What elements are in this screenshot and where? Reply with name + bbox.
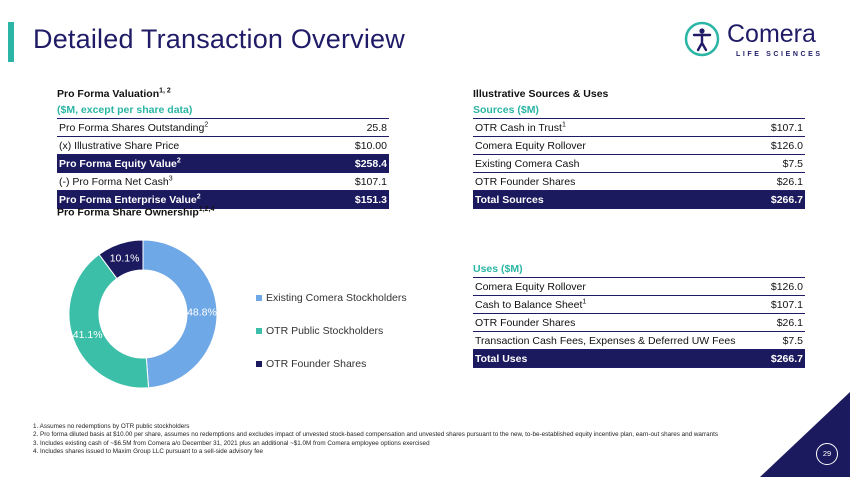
row-value: $7.5	[782, 335, 803, 347]
row-value: $26.1	[776, 176, 803, 188]
logo-wordmark: Comera	[727, 20, 816, 48]
table-row: (x) Illustrative Share Price $10.00	[57, 137, 389, 155]
uses-subtitle: Uses ($M)	[473, 261, 805, 278]
legend-label: OTR Founder Shares	[266, 357, 367, 370]
row-value: $10.00	[354, 140, 387, 152]
row-label: Total Uses	[475, 353, 528, 365]
row-label: (x) Illustrative Share Price	[59, 140, 180, 152]
row-label: (-) Pro Forma Net Cash3	[59, 175, 173, 189]
row-label: Comera Equity Rollover	[475, 140, 586, 152]
row-label: Existing Comera Cash	[475, 158, 580, 170]
page-title: Detailed Transaction Overview	[33, 24, 405, 54]
table-row: Existing Comera Cash $7.5	[473, 155, 805, 173]
logo-tagline: LIFE SCIENCES	[736, 51, 823, 58]
donut-data-label: 48.8%	[187, 306, 217, 318]
row-value: $126.0	[770, 140, 803, 152]
table-row: Comera Equity Rollover $126.0	[473, 278, 805, 296]
row-value: $107.1	[770, 299, 803, 311]
row-value: $126.0	[770, 281, 803, 293]
sources-table: Illustrative Sources & Uses Sources ($M)…	[473, 86, 805, 209]
table-row: Pro Forma Enterprise Value2 $151.3	[57, 191, 389, 209]
row-value: $107.1	[354, 176, 387, 188]
uses-table: Uses ($M) Comera Equity Rollover $126.0 Ca…	[473, 261, 805, 368]
legend-swatch	[256, 327, 262, 334]
comera-logo: Comera LIFE SCIENCES	[683, 18, 843, 64]
donut-data-label: 41.1%	[73, 329, 103, 341]
table-row: Pro Forma Shares Outstanding2 25.8	[57, 119, 389, 137]
legend-label: Existing Comera Stockholders	[266, 291, 407, 304]
donut-data-label: 10.1%	[110, 252, 140, 264]
row-label: Comera Equity Rollover	[475, 281, 586, 293]
row-value: $151.3	[354, 194, 387, 206]
table-row: OTR Founder Shares $26.1	[473, 173, 805, 191]
row-value: $266.7	[770, 194, 803, 206]
pro-forma-valuation-table: Pro Forma Valuation1, 2 ($M, except per …	[57, 86, 389, 209]
row-label: Transaction Cash Fees, Expenses & Deferr…	[475, 335, 736, 347]
ownership-title: Pro Forma Share Ownership1,2,4	[57, 206, 215, 219]
page-number: 29	[816, 443, 838, 465]
row-value: $266.7	[770, 353, 803, 365]
row-value: $26.1	[776, 317, 803, 329]
legend-label: OTR Public Stockholders	[266, 324, 384, 337]
row-label: Total Sources	[475, 194, 544, 206]
valuation-subtitle: ($M, except per share data)	[57, 102, 389, 119]
donut-slice-3	[98, 239, 144, 280]
table-row: Transaction Cash Fees, Expenses & Deferr…	[473, 332, 805, 350]
ownership-donut-chart: 48.8% 41.1% 10.1%	[68, 239, 218, 389]
title-accent-bar	[8, 22, 14, 62]
row-label: OTR Founder Shares	[475, 317, 576, 329]
row-value: $258.4	[354, 158, 387, 170]
donut-slice-2	[68, 253, 150, 389]
legend-swatch	[256, 360, 262, 367]
legend-swatch	[256, 294, 262, 301]
row-label: OTR Founder Shares	[475, 176, 576, 188]
corner-triangle	[760, 392, 850, 477]
table-row: OTR Founder Shares $26.1	[473, 314, 805, 332]
table-row: Pro Forma Equity Value2 $258.4	[57, 155, 389, 173]
legend-item: OTR Public Stockholders	[256, 314, 407, 347]
table-row: Comera Equity Rollover $126.0	[473, 137, 805, 155]
table-row: OTR Cash in Trust1 $107.1	[473, 119, 805, 137]
person-icon	[684, 21, 720, 57]
ownership-legend: Existing Comera Stockholders OTR Public S…	[256, 281, 407, 380]
row-label: Pro Forma Equity Value2	[59, 157, 181, 171]
row-value: $107.1	[770, 122, 803, 134]
sources-uses-title: Illustrative Sources & Uses	[473, 88, 609, 100]
table-row: Total Sources $266.7	[473, 191, 805, 209]
row-value: 25.8	[366, 122, 387, 134]
row-label: Pro Forma Shares Outstanding2	[59, 121, 209, 135]
sources-subtitle: Sources ($M)	[473, 102, 805, 119]
footnote: 2. Pro forma diluted basis at $10.00 per…	[33, 431, 719, 439]
footnotes: 1. Assumes no redemptions by OTR public …	[33, 423, 733, 457]
valuation-title: Pro Forma Valuation1, 2	[57, 87, 171, 101]
row-label: OTR Cash in Trust1	[475, 121, 566, 135]
table-row: (-) Pro Forma Net Cash3 $107.1	[57, 173, 389, 191]
table-row: Cash to Balance Sheet1 $107.1	[473, 296, 805, 314]
table-row: Total Uses $266.7	[473, 350, 805, 368]
donut-slice-1	[142, 239, 218, 389]
row-label: Cash to Balance Sheet1	[475, 298, 587, 312]
legend-item: OTR Founder Shares	[256, 347, 407, 380]
footnote: 1. Assumes no redemptions by OTR public …	[33, 423, 190, 430]
legend-item: Existing Comera Stockholders	[256, 281, 407, 314]
footnote: 4. Includes shares issued to Maxim Group…	[33, 448, 263, 456]
row-value: $7.5	[782, 158, 803, 170]
row-label: Pro Forma Enterprise Value2	[59, 193, 201, 207]
footnote: 3. Includes existing cash of ~$6.5M from…	[33, 439, 430, 447]
